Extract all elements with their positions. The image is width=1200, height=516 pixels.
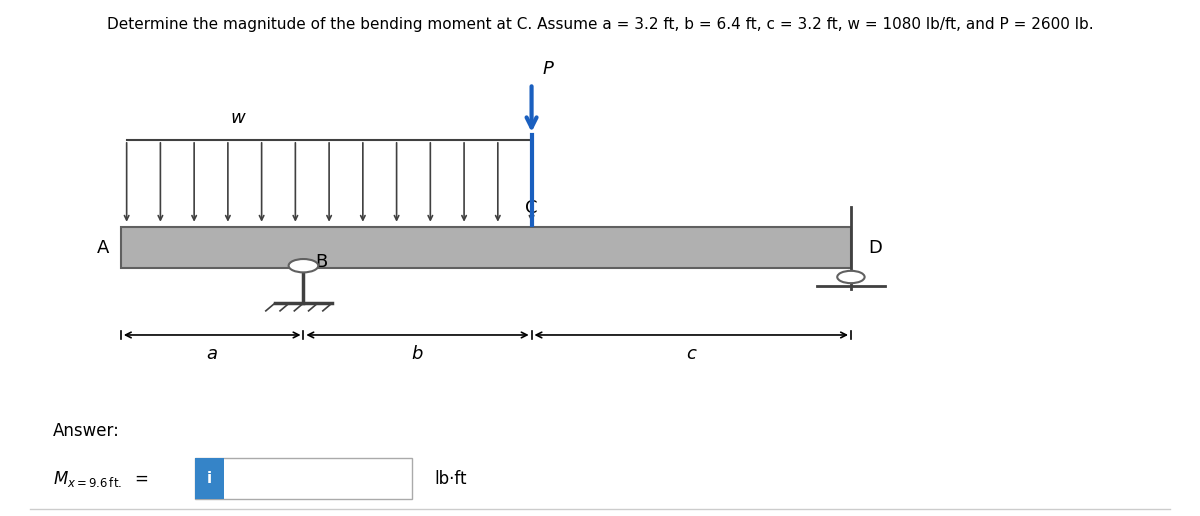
- Text: Determine the magnitude of the bending moment at C. Assume a = 3.2 ft, b = 6.4 f: Determine the magnitude of the bending m…: [107, 17, 1093, 32]
- Bar: [196, 458, 412, 499]
- Bar: [196, 458, 223, 499]
- Text: B: B: [314, 253, 328, 271]
- Text: c: c: [686, 345, 696, 363]
- Text: Answer:: Answer:: [53, 422, 119, 440]
- Text: D: D: [868, 239, 882, 257]
- Text: $M_{x = 9.6\,\mathrm{ft.}}$  =: $M_{x = 9.6\,\mathrm{ft.}}$ =: [53, 469, 149, 489]
- Text: P: P: [542, 60, 554, 78]
- Text: C: C: [526, 199, 538, 217]
- Text: w: w: [230, 109, 245, 127]
- Text: a: a: [206, 345, 217, 363]
- Text: A: A: [97, 239, 109, 257]
- Text: b: b: [412, 345, 424, 363]
- Bar: [121, 227, 851, 268]
- Circle shape: [838, 271, 865, 283]
- Text: lb·ft: lb·ft: [434, 470, 467, 488]
- Text: i: i: [206, 471, 212, 486]
- Circle shape: [289, 259, 318, 272]
